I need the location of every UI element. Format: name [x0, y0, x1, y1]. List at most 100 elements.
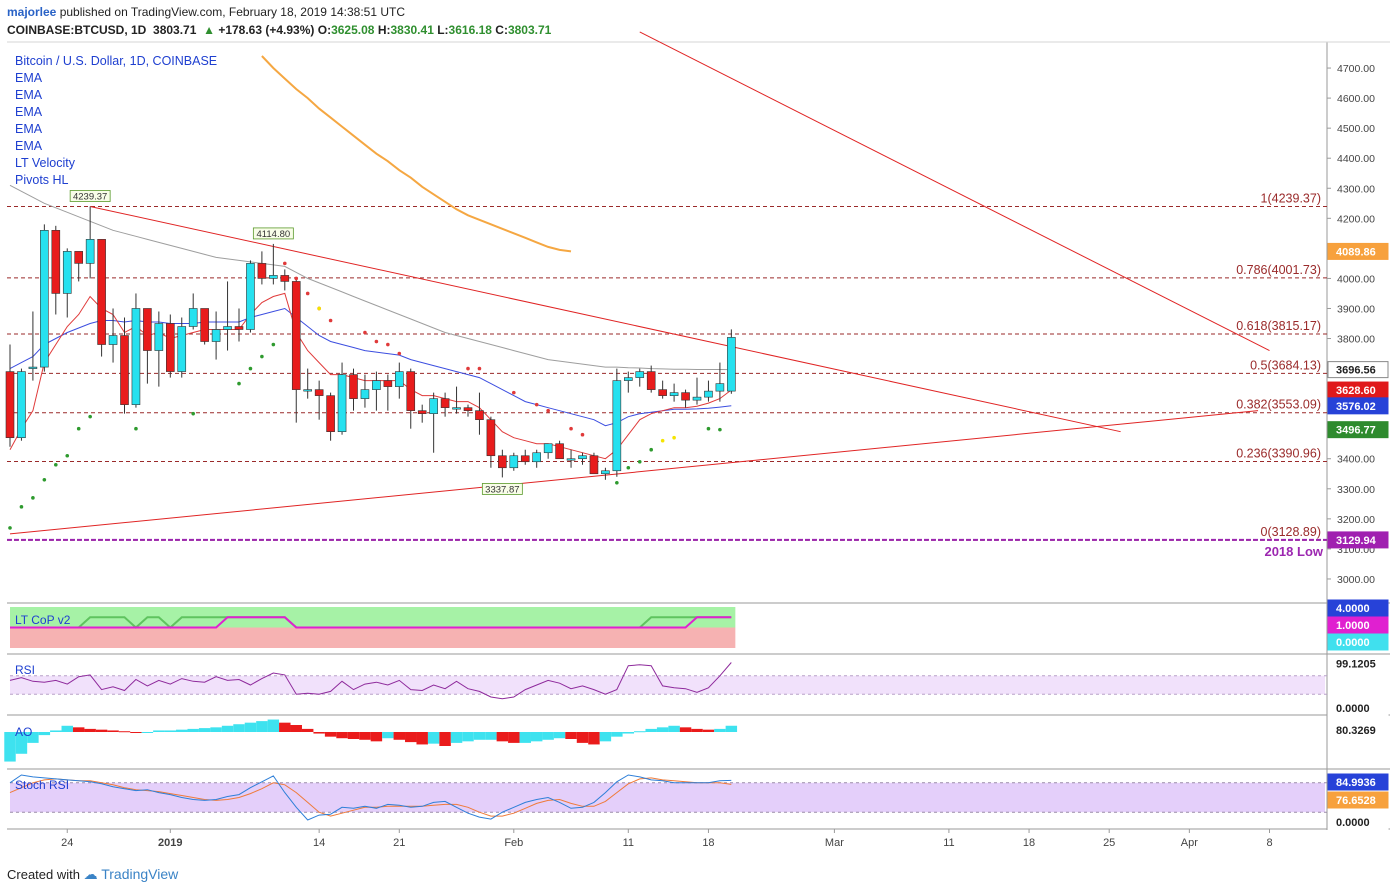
time-tick-label: 11 — [943, 837, 954, 849]
ao-bar — [72, 727, 85, 732]
up-arrow-icon: ▲ — [203, 23, 215, 37]
legend-ema[interactable]: EMA — [15, 105, 43, 119]
last-price: 3803.71 — [153, 23, 197, 37]
ao-bar — [107, 730, 119, 732]
candle-body — [166, 323, 175, 372]
pivot-yellow-dot — [672, 435, 676, 440]
price-badge-text: 3496.77 — [1336, 425, 1376, 437]
time-tick-label: 24 — [61, 837, 73, 849]
ao-bar — [187, 728, 199, 732]
legend-ema[interactable]: EMA — [15, 139, 43, 153]
price-tick-label: 4200.00 — [1337, 213, 1375, 225]
ao-badge-bg — [1327, 721, 1389, 739]
candle-body — [704, 390, 713, 398]
pivot-high-dot — [534, 402, 539, 407]
ao-bar — [301, 728, 314, 732]
stoch-badge-text: 76.6528 — [1336, 795, 1376, 807]
ao-bar — [176, 729, 188, 732]
ao-bar — [153, 730, 165, 732]
candle-body — [234, 326, 244, 330]
candle-body — [131, 308, 141, 405]
candle-body — [715, 383, 725, 392]
ema-blue-line — [9, 307, 732, 427]
time-tick-label: 21 — [393, 837, 405, 849]
tradingview-brand[interactable]: TradingView — [101, 866, 179, 882]
candle-body — [601, 470, 610, 475]
legend-ema[interactable]: EMA — [15, 88, 43, 102]
rsi-badge-bg — [1327, 699, 1389, 717]
ltcop-badge-bg — [1327, 616, 1389, 634]
ao-bar — [27, 732, 39, 743]
legend-pivots-hl[interactable]: Pivots HL — [15, 173, 69, 187]
ao-bar — [256, 721, 268, 732]
candle-body — [646, 371, 656, 390]
price-badge-bg — [1327, 421, 1389, 439]
ao-bar — [576, 732, 589, 743]
candle-body — [177, 326, 187, 372]
pivot-yellow-dot — [660, 438, 665, 443]
fib-level-label: 0.236(3390.96) — [1236, 446, 1321, 460]
pivot-high-dot — [580, 432, 585, 437]
tradingview-logo-icon: ☁ — [83, 866, 98, 882]
rsi-badge-bg — [1327, 654, 1389, 672]
candle-body — [257, 263, 267, 279]
price-tick-label: 4300.00 — [1337, 183, 1375, 195]
legend-ema[interactable]: EMA — [15, 71, 43, 85]
pivot-high-dot — [477, 366, 482, 371]
peak-label-box — [252, 227, 294, 240]
ema-orange-line — [261, 55, 572, 253]
high-value: 3830.41 — [390, 23, 434, 37]
candle-body — [566, 458, 576, 461]
ltcop-magenta-line — [10, 616, 732, 629]
ao-bar — [210, 727, 222, 732]
peak-label-text: 4114.80 — [257, 229, 291, 240]
indicator-legend: Bitcoin / U.S. Dollar, 1D, COINBASE EMA … — [15, 53, 217, 189]
ao-bar — [267, 719, 280, 732]
pivot-low-dot — [65, 453, 70, 458]
low-2018-label: 2018 Low — [1264, 544, 1323, 559]
legend-ema[interactable]: EMA — [15, 122, 43, 136]
ao-bar — [370, 732, 383, 742]
ema-gray-line — [9, 184, 732, 371]
peak-label-box — [481, 483, 523, 495]
created-with-text: Created with — [7, 867, 80, 882]
ao-bar — [656, 727, 669, 732]
price-badge-text: 3129.94 — [1336, 535, 1377, 547]
ao-bar — [691, 728, 703, 732]
price-tick-label: 3900.00 — [1337, 303, 1375, 315]
ao-bar — [95, 729, 108, 732]
footer: Created with ☁ TradingView — [7, 866, 178, 883]
legend-symbol[interactable]: Bitcoin / U.S. Dollar, 1D, COINBASE — [15, 54, 218, 68]
price-badge-text: 3628.60 — [1336, 385, 1376, 397]
ao-bar — [15, 732, 28, 754]
pivot-high-dot — [512, 390, 516, 395]
candle-body — [360, 389, 370, 399]
candle-body — [62, 251, 72, 294]
ao-bar — [405, 732, 417, 743]
price-badge-bg — [1327, 531, 1389, 549]
candle-body — [143, 308, 152, 351]
candle-body — [669, 392, 679, 396]
candle-body — [211, 329, 221, 342]
ao-bar — [439, 732, 451, 746]
fib-level-label: 0(3128.89) — [1261, 525, 1321, 539]
ao-bar — [508, 732, 520, 743]
ltcop-badge-text: 4.0000 — [1336, 603, 1370, 615]
ao-bar — [347, 732, 360, 739]
pivot-low-dot — [134, 426, 138, 431]
close-value: 3803.71 — [507, 23, 552, 37]
candle-body — [188, 308, 198, 327]
pivot-low-dot — [191, 411, 195, 416]
stoch-badge-bg — [1327, 773, 1389, 791]
candle-body — [417, 410, 427, 414]
price-tick-label: 4000.00 — [1337, 273, 1375, 285]
ao-bar — [359, 732, 371, 740]
legend-lt-velocity[interactable]: LT Velocity — [15, 156, 75, 170]
ao-bar — [485, 732, 497, 740]
price-badge-bg — [1327, 361, 1389, 379]
price-badge-text: 3696.56 — [1336, 365, 1376, 377]
time-tick-label: 18 — [1023, 837, 1035, 849]
ao-bar — [244, 722, 257, 732]
author-name[interactable]: majorlee — [7, 5, 57, 19]
